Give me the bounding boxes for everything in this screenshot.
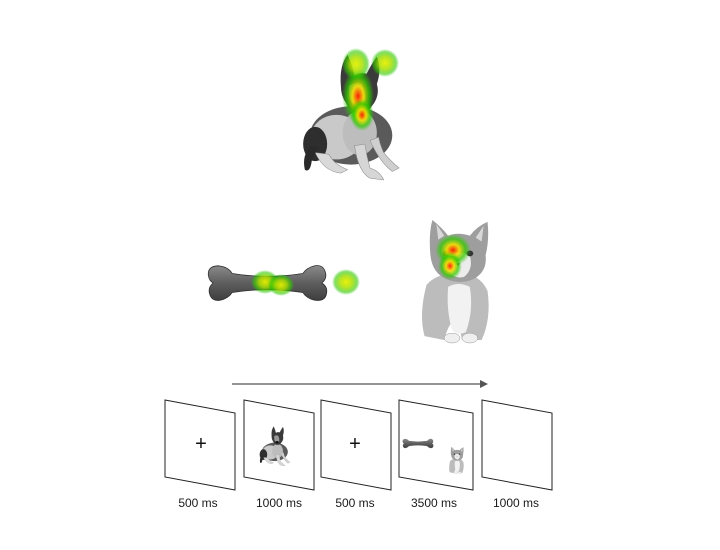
bone-heatmap (251, 270, 294, 296)
dog-heatmap (342, 48, 399, 131)
frame-5 (481, 399, 553, 491)
timeline-arrow (232, 380, 488, 388)
fixation-cross: + (195, 433, 207, 455)
fixation-cross: + (349, 433, 361, 455)
duration-label-4: 3500 ms (410, 496, 458, 510)
duration-label-2: 1000 ms (255, 496, 303, 510)
duration-label-3: 500 ms (335, 496, 375, 510)
frame-1: + (164, 399, 236, 491)
duration-label-1: 500 ms (178, 496, 218, 510)
cat-heatmap (435, 234, 471, 280)
frame-3: + (320, 399, 392, 491)
frame-4 (398, 399, 474, 491)
frame-2 (243, 399, 315, 491)
blank-fixation-heatmap (332, 269, 360, 295)
cat-thumbnail (449, 446, 464, 474)
duration-label-5: 1000 ms (492, 496, 540, 510)
